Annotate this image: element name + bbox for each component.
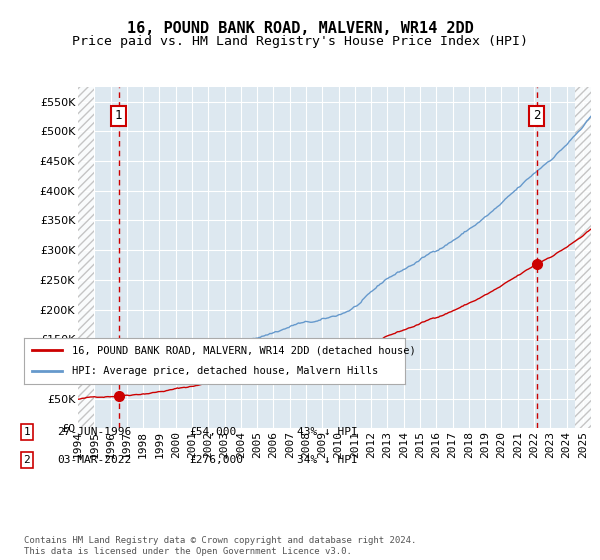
Text: 1: 1	[115, 109, 122, 122]
Text: 43% ↓ HPI: 43% ↓ HPI	[297, 427, 358, 437]
Text: 03-MAR-2022: 03-MAR-2022	[57, 455, 131, 465]
Text: 34% ↓ HPI: 34% ↓ HPI	[297, 455, 358, 465]
Text: Price paid vs. HM Land Registry's House Price Index (HPI): Price paid vs. HM Land Registry's House …	[72, 35, 528, 48]
Text: Contains HM Land Registry data © Crown copyright and database right 2024.
This d: Contains HM Land Registry data © Crown c…	[24, 536, 416, 556]
Text: 2: 2	[23, 455, 31, 465]
Text: HPI: Average price, detached house, Malvern Hills: HPI: Average price, detached house, Malv…	[71, 366, 378, 376]
Text: 16, POUND BANK ROAD, MALVERN, WR14 2DD (detached house): 16, POUND BANK ROAD, MALVERN, WR14 2DD (…	[71, 345, 415, 355]
Text: 1: 1	[23, 427, 31, 437]
Text: 2: 2	[533, 109, 541, 122]
Text: £54,000: £54,000	[189, 427, 236, 437]
Text: 27-JUN-1996: 27-JUN-1996	[57, 427, 131, 437]
Text: £276,000: £276,000	[189, 455, 243, 465]
Text: 16, POUND BANK ROAD, MALVERN, WR14 2DD: 16, POUND BANK ROAD, MALVERN, WR14 2DD	[127, 21, 473, 36]
